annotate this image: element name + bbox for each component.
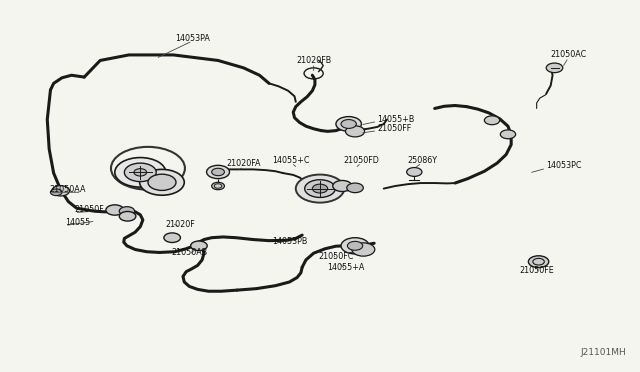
Circle shape [347, 183, 364, 193]
Text: 21020F: 21020F [165, 220, 195, 229]
Text: 21050AA: 21050AA [49, 185, 86, 194]
Circle shape [336, 116, 362, 131]
Circle shape [352, 243, 375, 256]
Circle shape [134, 169, 147, 176]
Text: 21050FE: 21050FE [519, 266, 554, 275]
Text: 14055: 14055 [65, 218, 90, 227]
Text: 14055+C: 14055+C [273, 155, 310, 165]
Text: J21101MH: J21101MH [580, 347, 626, 357]
Text: 21050AB: 21050AB [172, 248, 207, 257]
Circle shape [124, 163, 156, 182]
Text: 21050AC: 21050AC [550, 51, 587, 60]
Text: 21020FB: 21020FB [296, 56, 332, 65]
Circle shape [406, 167, 422, 176]
Circle shape [115, 158, 166, 187]
Circle shape [341, 238, 369, 254]
Circle shape [164, 233, 180, 243]
Circle shape [52, 186, 70, 196]
Circle shape [341, 119, 356, 128]
Circle shape [348, 241, 363, 250]
Circle shape [148, 174, 176, 190]
Circle shape [484, 116, 500, 125]
Text: 21050F: 21050F [75, 205, 104, 215]
Circle shape [212, 182, 225, 190]
Circle shape [212, 168, 225, 176]
Circle shape [140, 169, 184, 195]
Text: 25086Y: 25086Y [407, 155, 437, 165]
Text: 21050FC: 21050FC [318, 252, 354, 262]
Text: 21020FA: 21020FA [227, 159, 260, 169]
Circle shape [500, 130, 516, 139]
Circle shape [312, 184, 328, 193]
Circle shape [333, 180, 352, 192]
Circle shape [119, 207, 134, 215]
Text: 14055+A: 14055+A [327, 263, 364, 272]
Circle shape [346, 126, 365, 137]
Text: 21050FF: 21050FF [378, 124, 412, 133]
Circle shape [546, 63, 563, 73]
Circle shape [119, 211, 136, 221]
Text: 14053PB: 14053PB [273, 237, 308, 246]
Circle shape [51, 189, 62, 196]
Text: 14053PC: 14053PC [546, 161, 582, 170]
Circle shape [106, 205, 124, 215]
Circle shape [305, 180, 335, 198]
Text: 21050FD: 21050FD [344, 155, 380, 165]
Circle shape [296, 174, 344, 203]
Circle shape [529, 256, 548, 267]
Circle shape [191, 241, 207, 251]
Text: 14053PA: 14053PA [175, 34, 210, 43]
Text: 14055+B: 14055+B [378, 115, 415, 124]
Circle shape [207, 165, 230, 179]
